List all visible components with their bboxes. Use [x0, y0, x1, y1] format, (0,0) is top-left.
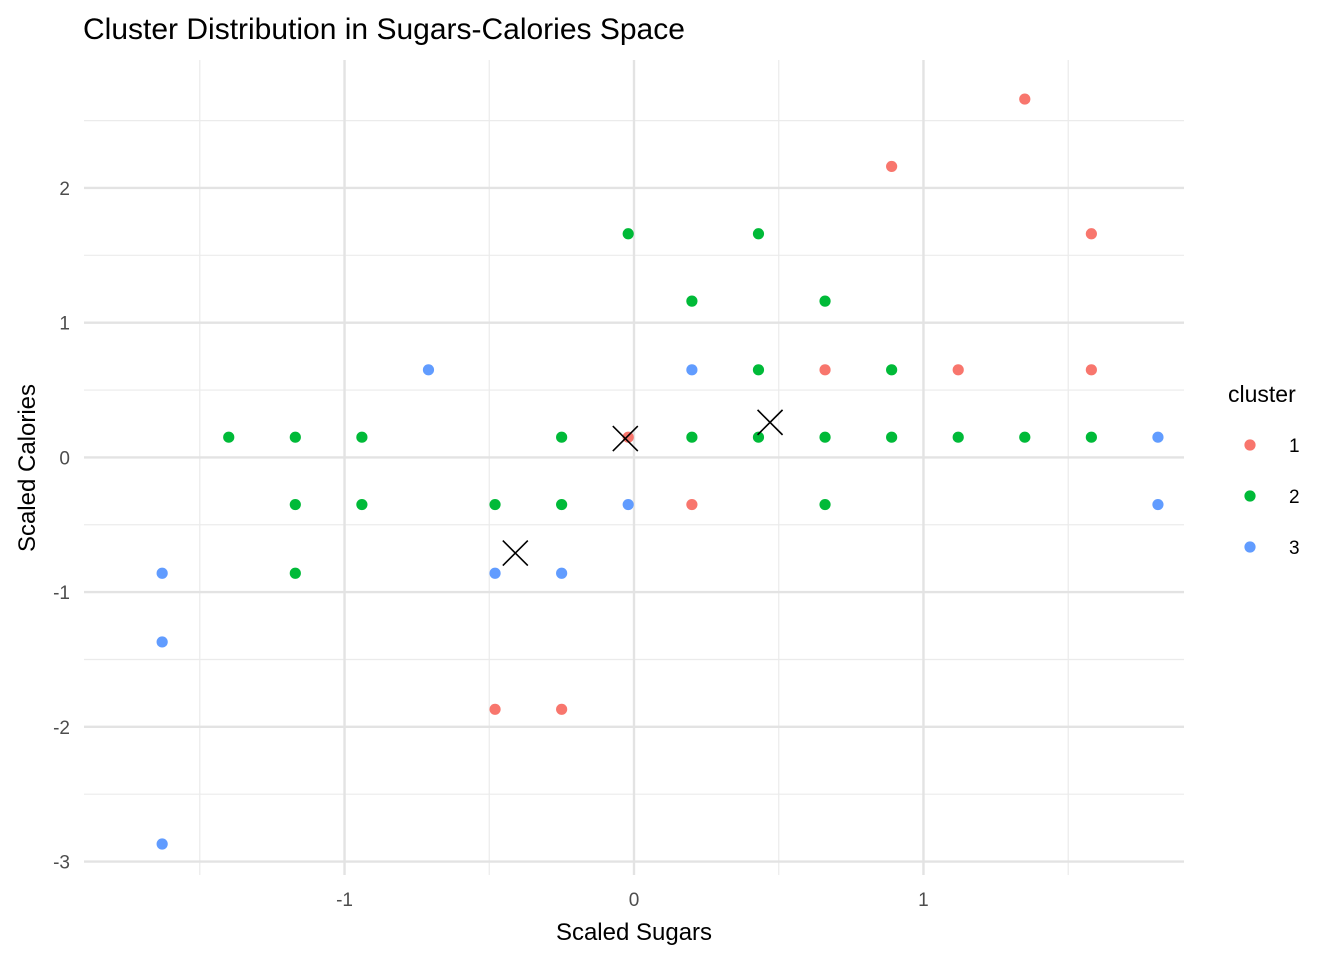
data-point-cluster-2 [289, 567, 301, 579]
data-point-cluster-2 [556, 431, 568, 443]
y-tick-label: 2 [59, 179, 70, 200]
legend-label-2: 2 [1289, 487, 1300, 508]
centroid-marker [612, 425, 639, 452]
centroid-marker [502, 539, 529, 567]
x-axis-ticks: -1 0 1 [336, 890, 929, 911]
chart-title: Cluster Distribution in Sugars-Calories … [83, 13, 685, 46]
data-points [156, 93, 1164, 850]
data-point-cluster-1 [622, 431, 634, 443]
legend-label-3: 3 [1289, 538, 1300, 559]
y-tick-label: -3 [53, 853, 70, 874]
data-point-cluster-1 [556, 703, 568, 715]
data-point-cluster-2 [819, 498, 831, 511]
x-tick-label: 0 [629, 890, 640, 911]
data-point-cluster-2 [752, 431, 765, 443]
y-tick-label: 0 [59, 448, 70, 469]
data-point-cluster-1 [952, 364, 964, 376]
data-point-cluster-3 [556, 567, 568, 579]
data-point-cluster-1 [686, 498, 698, 511]
data-point-cluster-3 [422, 364, 435, 376]
y-tick-label: -1 [53, 583, 70, 604]
x-axis-label: Scaled Sugars [556, 919, 712, 946]
legend-key-1 [1244, 439, 1256, 451]
data-point-cluster-3 [1152, 498, 1164, 511]
data-point-cluster-2 [356, 498, 368, 511]
data-point-cluster-2 [886, 364, 898, 376]
data-point-cluster-2 [752, 364, 765, 376]
data-point-cluster-2 [952, 431, 964, 443]
data-point-cluster-1 [886, 160, 898, 173]
data-point-cluster-3 [156, 567, 168, 579]
y-tick-label: -2 [53, 718, 70, 739]
legend-label-1: 1 [1289, 436, 1300, 457]
data-point-cluster-3 [489, 567, 501, 579]
data-point-cluster-1 [819, 364, 831, 376]
legend-title: cluster [1228, 381, 1296, 407]
data-point-cluster-2 [1019, 431, 1031, 443]
data-point-cluster-1 [1085, 228, 1097, 240]
y-axis-label: Scaled Calories [14, 384, 41, 552]
centroid-markers [502, 409, 784, 567]
data-point-cluster-2 [886, 431, 898, 443]
data-point-cluster-3 [1152, 431, 1164, 443]
data-point-cluster-3 [156, 636, 168, 648]
legend-key-2 [1244, 490, 1256, 502]
data-point-cluster-2 [489, 498, 501, 511]
data-point-cluster-2 [1085, 431, 1097, 443]
data-point-cluster-2 [289, 498, 301, 511]
data-point-cluster-2 [556, 498, 568, 511]
data-point-cluster-3 [156, 838, 168, 850]
data-point-cluster-2 [752, 228, 765, 240]
data-point-cluster-2 [686, 431, 698, 443]
data-point-cluster-2 [289, 431, 301, 443]
data-point-cluster-2 [819, 431, 831, 443]
data-point-cluster-2 [622, 228, 634, 240]
data-point-cluster-2 [356, 431, 368, 443]
data-point-cluster-2 [686, 295, 698, 307]
data-point-cluster-3 [686, 364, 698, 376]
data-point-cluster-3 [622, 498, 634, 511]
y-axis-ticks: -3 -2 -1 0 1 2 [53, 179, 70, 874]
data-point-cluster-1 [1019, 93, 1031, 105]
x-tick-label: 1 [918, 890, 929, 911]
legend: cluster 1 2 3 [1228, 381, 1300, 559]
major-gridlines [84, 60, 1184, 875]
centroid-marker [756, 409, 784, 436]
legend-key-3 [1244, 541, 1256, 553]
data-point-cluster-1 [489, 703, 501, 715]
data-point-cluster-2 [819, 295, 831, 307]
y-tick-label: 1 [59, 314, 70, 335]
data-point-cluster-2 [223, 431, 235, 443]
data-point-cluster-1 [1085, 364, 1097, 376]
x-tick-label: -1 [336, 890, 353, 911]
